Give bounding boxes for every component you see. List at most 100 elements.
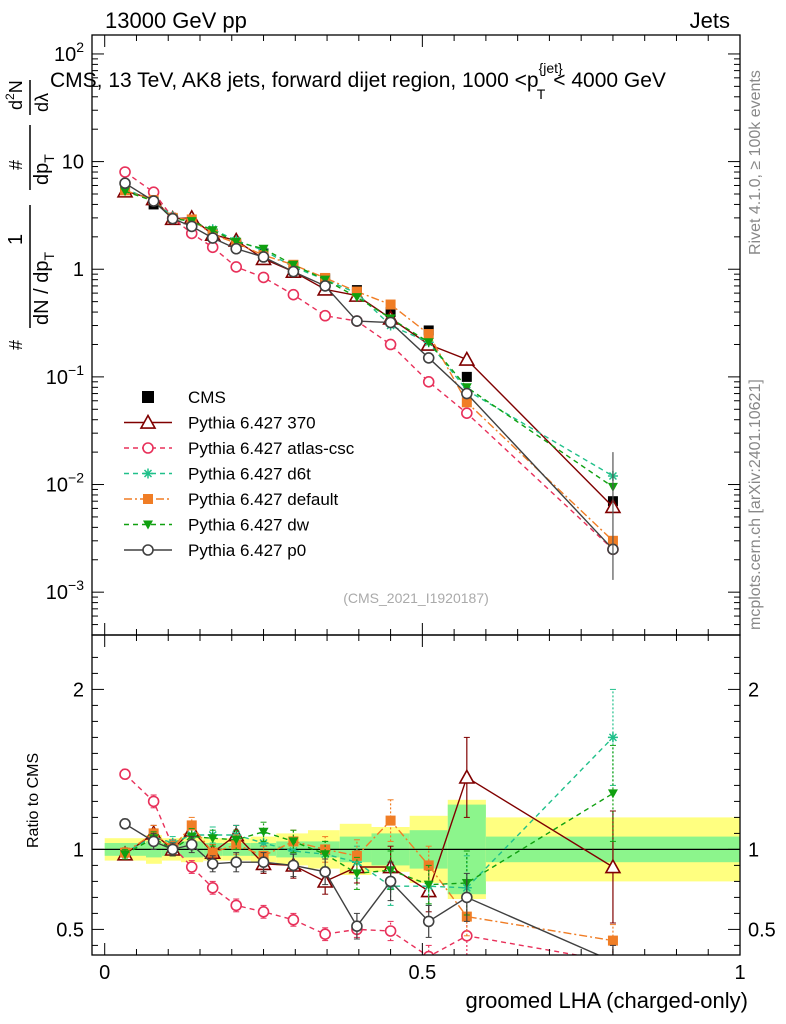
main-y-tick-base: 10 bbox=[62, 152, 84, 174]
ratio-point bbox=[120, 850, 131, 860]
ratio-point bbox=[119, 768, 131, 781]
main-series-line bbox=[124, 171, 614, 550]
legend-entry-3: Pythia 6.427 d6t bbox=[124, 465, 311, 484]
main-y-tick-exponent: −3 bbox=[68, 577, 84, 593]
main-point bbox=[288, 260, 299, 270]
ratio-point bbox=[607, 935, 618, 946]
legend-marker bbox=[143, 494, 153, 504]
main-point bbox=[461, 371, 472, 382]
main-point bbox=[230, 242, 243, 255]
ylabel-d2n-n: N bbox=[6, 80, 26, 93]
plot-title: CMS, 13 TeV, AK8 jets, forward dijet reg… bbox=[50, 60, 666, 102]
main-point bbox=[351, 315, 363, 327]
main-y-tick-label: 10 bbox=[62, 152, 84, 174]
main-series-line bbox=[124, 190, 614, 508]
main-point bbox=[351, 286, 362, 297]
ratio-y-axis-label: Ratio to CMS bbox=[25, 753, 42, 848]
main-point bbox=[206, 232, 219, 244]
main-y-tick-base: 10 bbox=[46, 367, 68, 389]
main-point bbox=[166, 212, 179, 225]
legend-entry-0: CMS bbox=[142, 388, 226, 407]
legend-label: CMS bbox=[188, 388, 226, 407]
ratio-point bbox=[230, 899, 243, 912]
rivet-version-label: Rivet 4.1.0, ≥ 100k events bbox=[747, 70, 764, 255]
main-y-tick-label: 102 bbox=[54, 39, 84, 66]
main-y-tick-label: 10−1 bbox=[46, 362, 84, 389]
jets-label: Jets bbox=[690, 8, 730, 33]
ratio-point bbox=[384, 925, 397, 937]
main-series-6 bbox=[119, 177, 619, 556]
ylabel-dn-dpt-main: dN / dp bbox=[31, 261, 53, 325]
legend-entry-1: Pythia 6.427 370 bbox=[124, 414, 316, 433]
legend-entry-5: Pythia 6.427 dw bbox=[124, 516, 310, 535]
legend-label: Pythia 6.427 default bbox=[188, 490, 339, 509]
main-y-tick-label: 10−3 bbox=[46, 577, 84, 604]
ylabel-one: 1 bbox=[5, 234, 27, 245]
ratio-point bbox=[423, 880, 434, 890]
ylabel-dpt: dpT bbox=[31, 154, 57, 185]
ylabel-d2n-sup: 2 bbox=[3, 93, 17, 100]
legend-marker bbox=[142, 391, 154, 403]
ratio-point bbox=[147, 795, 160, 808]
ratio-series-2 bbox=[120, 688, 618, 921]
ratio-point bbox=[185, 861, 198, 873]
ratio-point bbox=[257, 856, 270, 869]
plot-title-tail: < 4000 GeV bbox=[553, 69, 666, 92]
ratio-point bbox=[207, 847, 218, 858]
ratio-point bbox=[207, 834, 218, 844]
main-series-line bbox=[124, 189, 614, 542]
legend-label: Pythia 6.427 p0 bbox=[188, 541, 306, 560]
ratio-point bbox=[147, 835, 160, 848]
main-y-axis-label: # 1 dN / dpT # dpT d2N dλ bbox=[3, 80, 57, 350]
legend-entry-4: Pythia 6.427 default bbox=[124, 490, 339, 509]
ylabel-d2n-d: d bbox=[6, 100, 26, 110]
main-point bbox=[147, 195, 160, 207]
main-y-tick-base: 10 bbox=[54, 44, 76, 66]
main-point bbox=[385, 299, 396, 310]
ratio-point bbox=[287, 859, 300, 872]
legend-marker bbox=[143, 468, 153, 479]
main-point bbox=[422, 376, 435, 388]
main-point bbox=[287, 265, 300, 278]
main-y-tick-exponent: −2 bbox=[68, 470, 84, 486]
ratio-series-5 bbox=[119, 817, 618, 966]
main-point bbox=[119, 166, 131, 178]
ratio-point bbox=[258, 838, 269, 848]
legend-label: Pythia 6.427 atlas-csc bbox=[188, 439, 355, 458]
main-point bbox=[461, 387, 473, 400]
ratio-point bbox=[230, 856, 243, 869]
main-series-line bbox=[124, 190, 614, 488]
ratio-point bbox=[185, 838, 198, 851]
main-point bbox=[461, 407, 473, 419]
ylabel-dpt-main: dp bbox=[31, 163, 53, 185]
legend-label: Pythia 6.427 dw bbox=[188, 516, 310, 535]
ratio-x-tick-label: 1 bbox=[734, 962, 745, 984]
ratio-point bbox=[384, 875, 397, 888]
main-point bbox=[384, 338, 397, 351]
ylabel-dn-dpt-sub: T bbox=[41, 252, 57, 261]
main-point bbox=[422, 352, 435, 364]
ylabel-dpt-sub: T bbox=[41, 154, 57, 163]
main-point bbox=[119, 177, 131, 189]
main-y-tick-exponent: 2 bbox=[76, 39, 84, 55]
legend-entry-2: Pythia 6.427 atlas-csc bbox=[124, 439, 355, 458]
ratio-series-line bbox=[124, 736, 614, 889]
legend-marker bbox=[142, 544, 154, 556]
ratio-y-tick-label: 1 bbox=[73, 839, 84, 861]
legend-marker bbox=[142, 442, 154, 454]
legend-marker bbox=[143, 520, 153, 530]
main-y-tick-base: 1 bbox=[73, 259, 84, 281]
ratio-point bbox=[351, 869, 362, 879]
main-point bbox=[257, 271, 270, 284]
ratio-point bbox=[288, 837, 299, 847]
ratio-point bbox=[319, 928, 331, 941]
ratio-point bbox=[206, 881, 219, 894]
ratio-point bbox=[119, 817, 131, 830]
ratio-point bbox=[257, 905, 270, 918]
main-point bbox=[231, 237, 242, 247]
ratio-point bbox=[608, 956, 618, 966]
ratio-frame bbox=[91, 634, 741, 956]
main-point bbox=[319, 309, 331, 322]
analysis-watermark: (CMS_2021_I1920187) bbox=[343, 590, 489, 606]
